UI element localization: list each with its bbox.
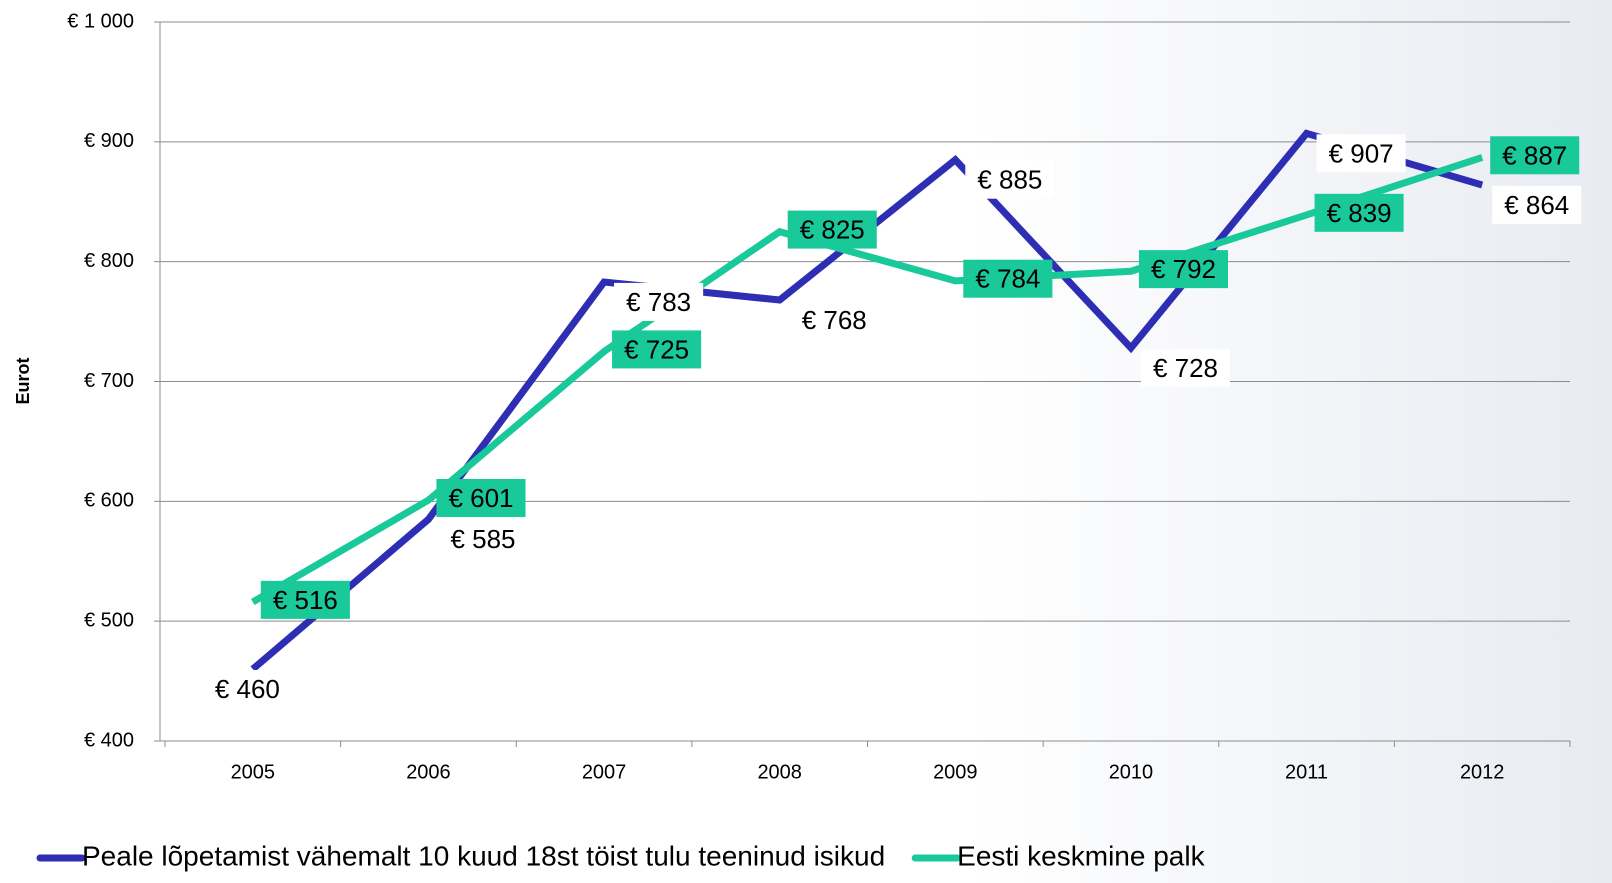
data-label-box bbox=[1490, 136, 1580, 175]
series-line bbox=[251, 154, 1484, 606]
data-label-group: € 839 bbox=[1314, 193, 1404, 232]
data-label-box bbox=[614, 282, 704, 321]
data-label-box bbox=[787, 210, 877, 249]
legend-label: Eesti keskmine palk bbox=[957, 840, 1205, 871]
x-tick-label: 2006 bbox=[406, 761, 451, 783]
data-label-group: € 885 bbox=[965, 160, 1055, 199]
data-label-group: € 907 bbox=[1316, 134, 1406, 173]
x-tick-label: 2007 bbox=[582, 761, 627, 783]
legend-label: Peale lõpetamist vähemalt 10 kuud 18st t… bbox=[82, 840, 885, 871]
x-tick-label: 2012 bbox=[1460, 761, 1505, 783]
data-label: € 887 bbox=[1502, 140, 1567, 170]
data-label-box bbox=[965, 160, 1055, 199]
data-label-box bbox=[202, 669, 292, 708]
data-label-box bbox=[789, 300, 879, 339]
y-tick-label: € 1 000 bbox=[67, 10, 134, 32]
y-tick-label: € 600 bbox=[84, 490, 134, 512]
data-label-box bbox=[436, 479, 526, 518]
data-label-group: € 516 bbox=[260, 580, 350, 619]
data-label-group: € 792 bbox=[1138, 250, 1229, 289]
data-label: € 585 bbox=[450, 524, 515, 554]
data-label-group: € 460 bbox=[202, 669, 292, 708]
data-label: € 784 bbox=[975, 264, 1040, 294]
data-label: € 601 bbox=[448, 483, 513, 513]
x-tick-label: 2010 bbox=[1109, 761, 1154, 783]
y-tick-label: € 400 bbox=[84, 729, 134, 751]
y-tick-label: € 500 bbox=[84, 609, 134, 631]
data-label-box bbox=[1314, 193, 1404, 232]
data-label: € 825 bbox=[800, 215, 865, 245]
data-label-group: € 783 bbox=[614, 282, 704, 321]
data-label-box bbox=[612, 330, 702, 369]
x-tick-label: 2005 bbox=[231, 761, 276, 783]
y-tick-label: € 700 bbox=[84, 370, 134, 392]
data-label-box bbox=[963, 259, 1053, 298]
data-label: € 725 bbox=[624, 334, 689, 364]
data-label-group: € 601 bbox=[436, 479, 526, 518]
y-tick-label: € 800 bbox=[84, 250, 134, 272]
data-label-box bbox=[1138, 250, 1229, 289]
data-label-group: € 585 bbox=[438, 520, 528, 559]
x-tick-label: 2009 bbox=[933, 761, 978, 783]
data-label-group: € 784 bbox=[963, 259, 1053, 298]
data-label: € 728 bbox=[1153, 353, 1218, 383]
data-label-group: € 768 bbox=[789, 300, 879, 339]
data-label: € 839 bbox=[1327, 198, 1392, 228]
data-label-group: € 725 bbox=[612, 330, 702, 369]
data-label-box bbox=[438, 520, 528, 559]
data-label-group: € 728 bbox=[1140, 348, 1231, 387]
data-label-box bbox=[1140, 348, 1231, 387]
data-label: € 783 bbox=[626, 287, 691, 317]
data-label-box bbox=[1492, 185, 1582, 224]
data-label: € 907 bbox=[1329, 138, 1394, 168]
data-label: € 768 bbox=[802, 305, 867, 335]
y-tick-label: € 900 bbox=[84, 130, 134, 152]
data-label-group: € 887 bbox=[1490, 136, 1580, 175]
data-label: € 460 bbox=[215, 674, 280, 704]
data-label-box bbox=[260, 580, 350, 619]
data-label-box bbox=[1316, 134, 1406, 173]
y-axis-label: Eurot bbox=[13, 357, 33, 404]
data-label-group: € 864 bbox=[1492, 185, 1582, 224]
data-label: € 792 bbox=[1151, 254, 1216, 284]
x-tick-label: 2008 bbox=[757, 761, 802, 783]
data-label: € 516 bbox=[273, 585, 338, 615]
x-tick-label: 2011 bbox=[1285, 761, 1328, 783]
data-label: € 864 bbox=[1504, 190, 1569, 220]
data-label-group: € 825 bbox=[787, 210, 877, 249]
data-label: € 885 bbox=[977, 165, 1042, 195]
